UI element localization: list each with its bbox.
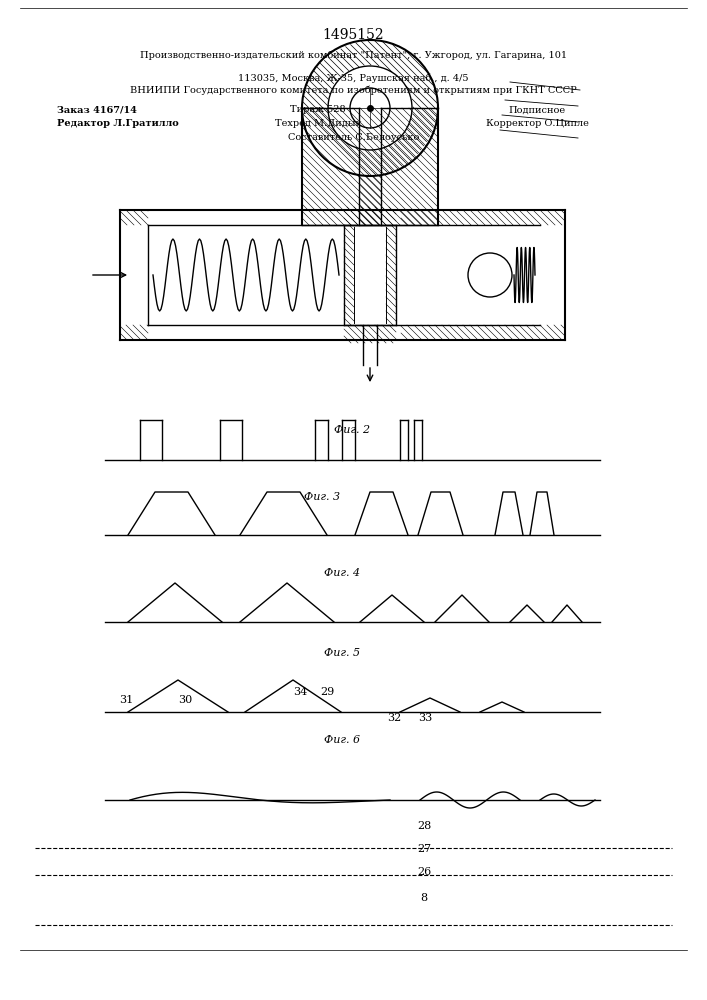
Text: 30: 30 — [178, 695, 192, 705]
Text: 29: 29 — [320, 687, 334, 697]
Text: Производственно-издательский комбинат "Патент", г. Ужгород, ул. Гагарина, 101: Производственно-издательский комбинат "П… — [140, 50, 567, 60]
Text: Фиг. 6: Фиг. 6 — [325, 735, 361, 745]
Text: 28: 28 — [417, 821, 431, 831]
Text: 34: 34 — [293, 687, 308, 697]
Text: 27: 27 — [417, 844, 431, 854]
Text: 26: 26 — [417, 867, 431, 877]
Text: Заказ 4167/14: Заказ 4167/14 — [57, 105, 136, 114]
Text: Корректор О.Ципле: Корректор О.Ципле — [486, 119, 589, 128]
Text: Фиг. 5: Фиг. 5 — [325, 648, 361, 658]
Text: 31: 31 — [119, 695, 133, 705]
Text: Редактор Л.Гратилло: Редактор Л.Гратилло — [57, 119, 178, 128]
Text: 1495152: 1495152 — [322, 28, 384, 42]
Text: ВНИИПИ Государственного комитета по изобретениям и открытиям при ГКНТ СССР: ВНИИПИ Государственного комитета по изоб… — [130, 85, 577, 95]
Text: Составитель С.Белоуськo: Составитель С.Белоуськo — [288, 133, 419, 142]
Text: Подписное: Подписное — [509, 105, 566, 114]
Text: Тираж 528: Тираж 528 — [291, 105, 346, 114]
Text: Техред М.Дидык: Техред М.Дидык — [275, 119, 361, 128]
Text: 33: 33 — [419, 713, 433, 723]
Text: Фиг. 2: Фиг. 2 — [334, 425, 370, 435]
Text: Фиг. 3: Фиг. 3 — [305, 492, 341, 502]
Text: 32: 32 — [387, 713, 402, 723]
Text: 113035, Москва, Ж-35, Раушская наб., д. 4/5: 113035, Москва, Ж-35, Раушская наб., д. … — [238, 73, 469, 83]
Text: 8: 8 — [421, 893, 428, 903]
Text: Фиг. 4: Фиг. 4 — [325, 568, 361, 578]
